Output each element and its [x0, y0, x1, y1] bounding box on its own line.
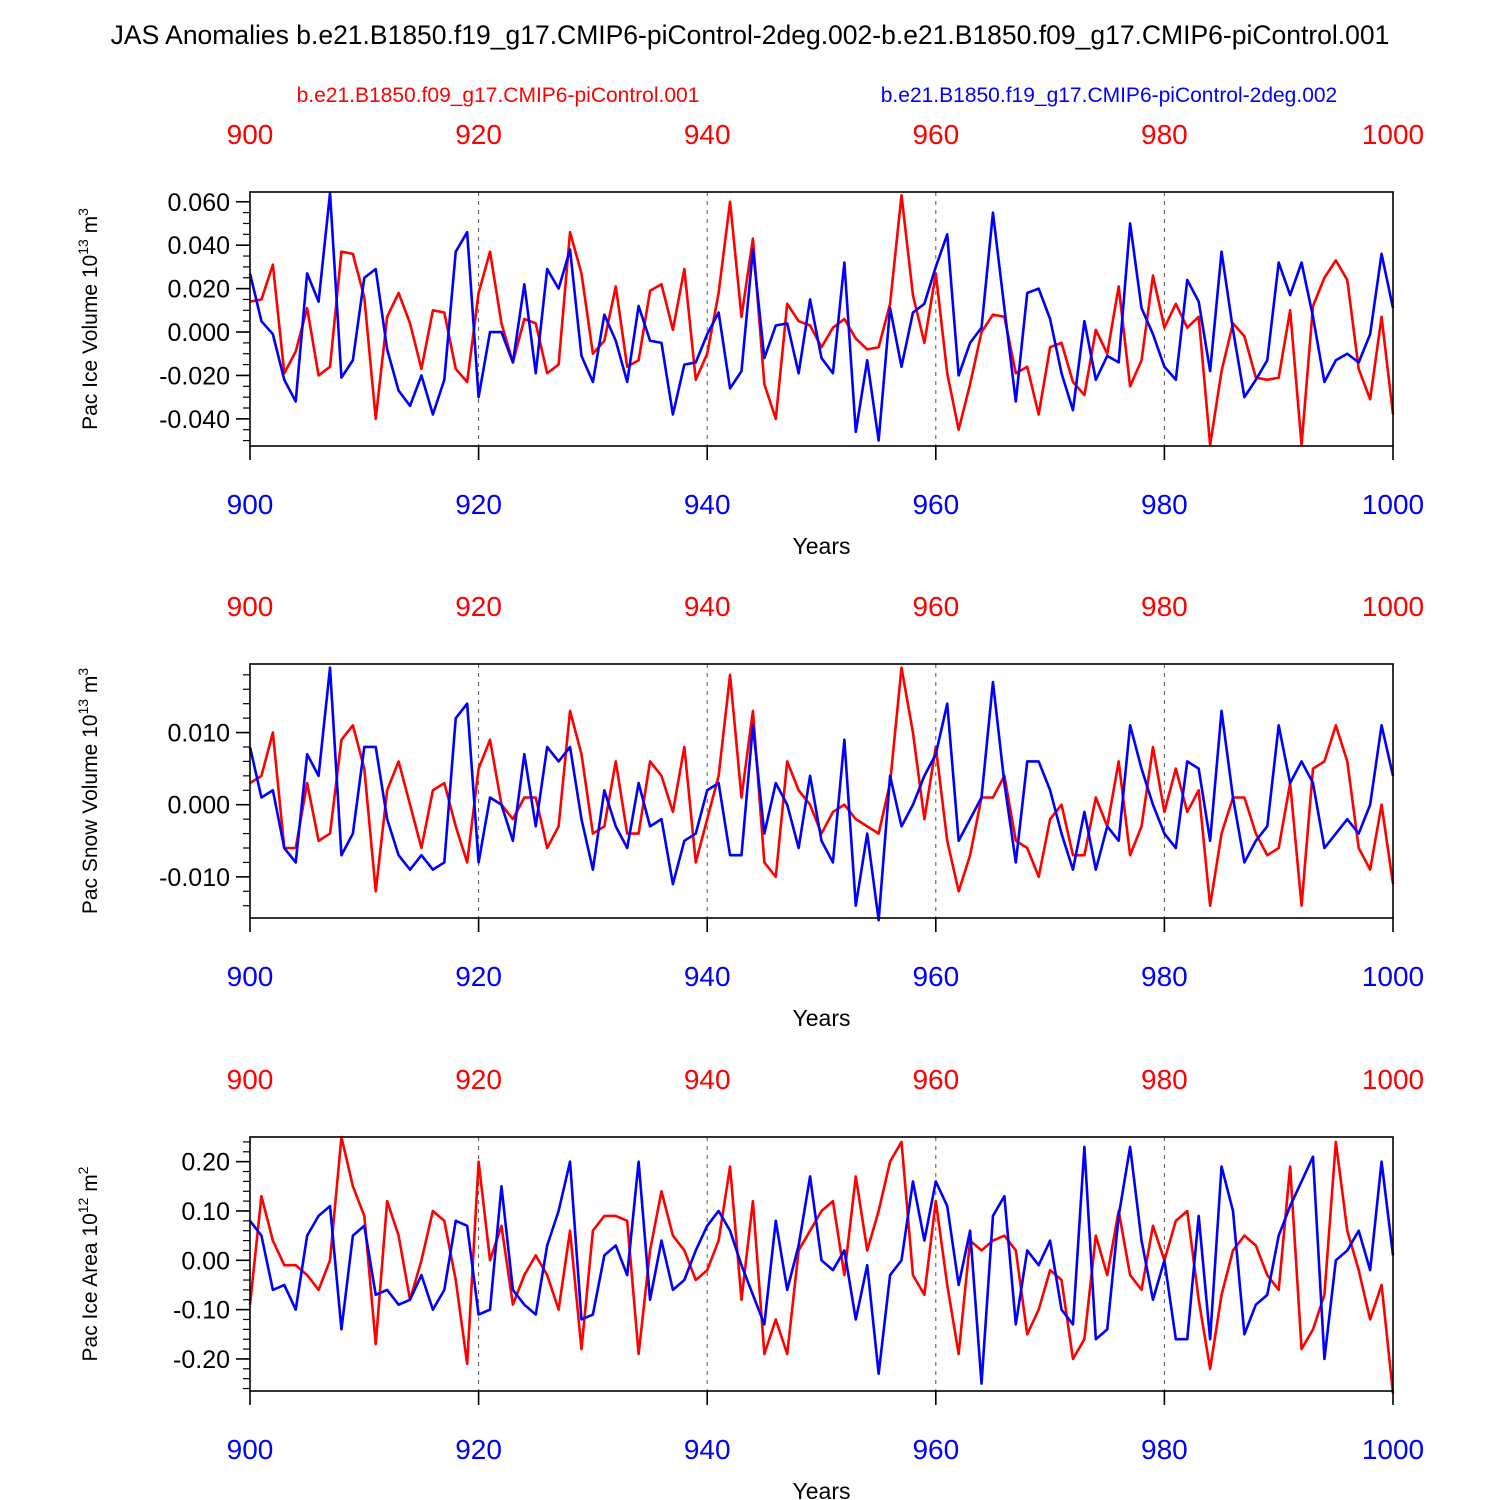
- x-tick-label-top: 1000: [1362, 119, 1424, 150]
- y-tick-label: -0.20: [173, 1346, 230, 1374]
- x-tick-label-top: 900: [227, 119, 274, 150]
- x-axis-label: Years: [793, 533, 851, 559]
- series-line-red: [249, 666, 1395, 908]
- plot-frame: [249, 1136, 1394, 1392]
- y-tick-label: 0.00: [181, 1247, 230, 1275]
- x-tick-label-bottom: 920: [455, 1434, 502, 1465]
- y-tick-label: 0.010: [167, 720, 230, 748]
- panel-1: -0.040 -0.020 0.000 0.020 0.040 0.060 900 900 92…: [75, 119, 1424, 559]
- x-tick-label-top: 920: [455, 1064, 502, 1095]
- panel-2: -0.010 0.000 0.010 900 900 920 920 940 940 960 960…: [75, 591, 1424, 1031]
- x-tick-label-top: 1000: [1362, 591, 1424, 622]
- y-tick-label: 0.000: [167, 319, 230, 347]
- x-tick-label-bottom: 960: [912, 1434, 959, 1465]
- y-tick-label: 0.20: [181, 1149, 230, 1177]
- x-tick-label-bottom: 980: [1141, 961, 1188, 992]
- x-tick-label-top: 920: [455, 591, 502, 622]
- x-tick-label-bottom: 960: [912, 489, 959, 520]
- x-tick-label-top: 980: [1141, 591, 1188, 622]
- x-tick-label-top: 960: [912, 1064, 959, 1095]
- x-tick-label-bottom: 980: [1141, 489, 1188, 520]
- y-tick-label: -0.10: [173, 1297, 230, 1325]
- y-tick-label: -0.040: [159, 406, 230, 434]
- panel-3: -0.20 -0.10 0.00 0.10 0.20 900 900 920 920 940 940…: [75, 1064, 1424, 1500]
- x-tick-label-bottom: 900: [227, 961, 274, 992]
- x-tick-label-top: 980: [1141, 1064, 1188, 1095]
- plot-frame: [249, 663, 1394, 919]
- x-tick-label-top: 940: [684, 119, 731, 150]
- plot-frame: [249, 191, 1394, 447]
- series-line-blue: [248, 666, 1395, 922]
- y-tick-label: 0.020: [167, 276, 230, 304]
- figure-title: JAS Anomalies b.e21.B1850.f19_g17.CMIP6-…: [111, 20, 1390, 50]
- x-tick-label-bottom: 920: [455, 961, 502, 992]
- x-tick-label-bottom: 980: [1141, 1434, 1188, 1465]
- series-line-blue: [248, 1145, 1395, 1385]
- y-tick-label: -0.010: [159, 864, 230, 892]
- x-tick-label-top: 960: [912, 591, 959, 622]
- x-tick-label-bottom: 1000: [1362, 489, 1424, 520]
- x-tick-label-bottom: 1000: [1362, 1434, 1424, 1465]
- x-tick-label-top: 1000: [1362, 1064, 1424, 1095]
- series-line-red: [248, 1135, 1395, 1394]
- series-line-red: [249, 193, 1395, 447]
- x-tick-label-top: 980: [1141, 119, 1188, 150]
- x-tick-label-top: 900: [227, 1064, 274, 1095]
- x-tick-label-top: 940: [684, 1064, 731, 1095]
- legend-blue-label: b.e21.B1850.f19_g17.CMIP6-piControl-2deg…: [881, 84, 1337, 107]
- x-tick-label-top: 900: [227, 591, 274, 622]
- y-axis-label: Pac Ice Area 1012 m2: [75, 1166, 102, 1361]
- x-tick-label-top: 920: [455, 119, 502, 150]
- y-axis-label: Pac Ice Volume 1013 m3: [75, 208, 102, 430]
- series-line-blue: [248, 191, 1395, 442]
- x-tick-label-bottom: 900: [227, 1434, 274, 1465]
- y-tick-label: -0.020: [159, 362, 230, 390]
- x-tick-label-bottom: 920: [455, 489, 502, 520]
- y-axis-label: Pac Snow Volume 1013 m3: [75, 668, 102, 915]
- legend-red-label: b.e21.B1850.f09_g17.CMIP6-piControl.001: [297, 84, 700, 107]
- x-tick-label-bottom: 960: [912, 961, 959, 992]
- y-tick-label: 0.060: [167, 189, 230, 217]
- x-tick-label-bottom: 940: [684, 961, 731, 992]
- y-tick-label: 0.000: [167, 792, 230, 820]
- x-tick-label-bottom: 940: [684, 1434, 731, 1465]
- y-tick-label: 0.10: [181, 1198, 230, 1226]
- x-axis-label: Years: [793, 1005, 851, 1031]
- x-tick-label-bottom: 1000: [1362, 961, 1424, 992]
- x-axis-label: Years: [793, 1478, 851, 1500]
- x-tick-label-bottom: 900: [227, 489, 274, 520]
- x-tick-label-bottom: 940: [684, 489, 731, 520]
- panels: -0.040 -0.020 0.000 0.020 0.040 0.060 900 900 92…: [75, 119, 1424, 1500]
- y-tick-label: 0.040: [167, 232, 230, 260]
- x-tick-label-top: 960: [912, 119, 959, 150]
- x-tick-label-top: 940: [684, 591, 731, 622]
